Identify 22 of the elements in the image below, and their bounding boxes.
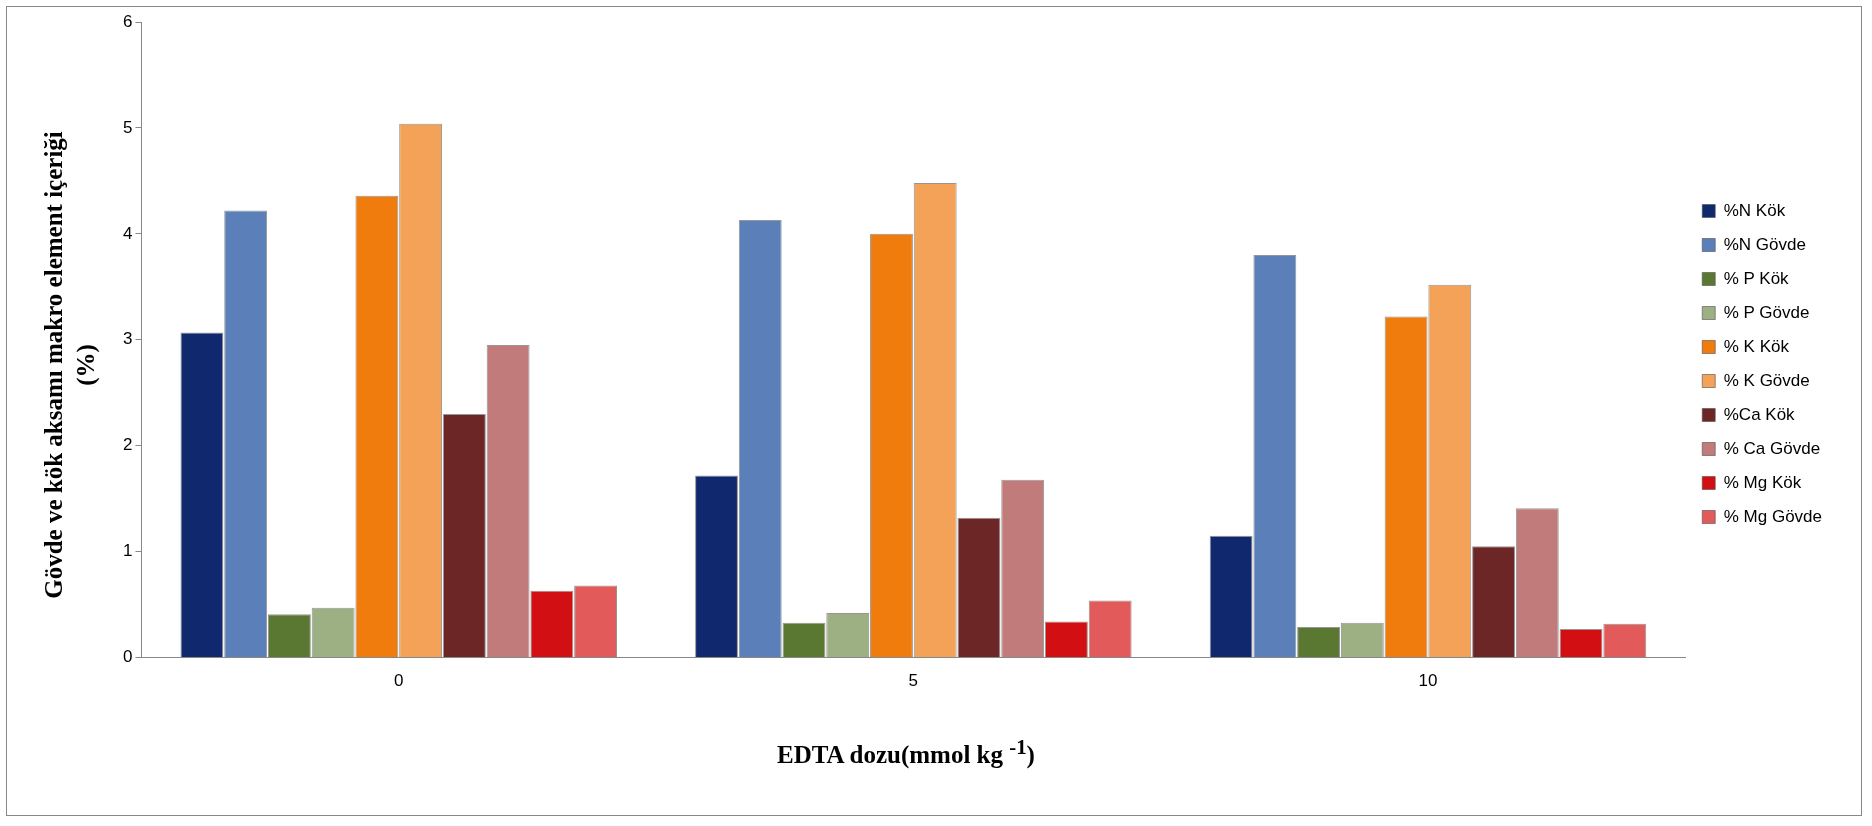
legend-label: % K Kök [1723, 336, 1790, 356]
x-axis-title: EDTA dozu(mmol kg $^{-1}$) [776, 735, 1036, 770]
legend-label: % P Kök [1723, 268, 1790, 288]
y-tick-label: 2 [122, 435, 133, 455]
legend-label: % P Gövde [1723, 302, 1810, 322]
y-axis-title: Gövde ve kök aksamı makro element içeriği (%) [39, 131, 100, 599]
x-tick-label: 5 [908, 671, 919, 691]
legend-label: % Mg Gövde [1723, 506, 1822, 526]
x-tick-label: 0 [394, 671, 404, 691]
legend-label: % K Gövde [1723, 370, 1810, 390]
y-tick-label: 1 [122, 541, 133, 561]
legend-label: %Ca Kök [1723, 404, 1796, 424]
y-tick-label: 3 [122, 329, 133, 349]
legend-label: %N Kök [1723, 200, 1786, 220]
y-tick-label: 4 [122, 223, 133, 243]
y-tick-label: 0 [122, 647, 133, 667]
y-tick-label: 5 [122, 117, 133, 137]
legend-label: % Ca Gövde [1723, 438, 1821, 458]
legend-label: % Mg Kök [1723, 472, 1802, 492]
x-tick-label: 10 [1418, 671, 1438, 691]
y-tick-label: 6 [122, 11, 133, 31]
legend-label: %N Gövde [1723, 234, 1806, 254]
